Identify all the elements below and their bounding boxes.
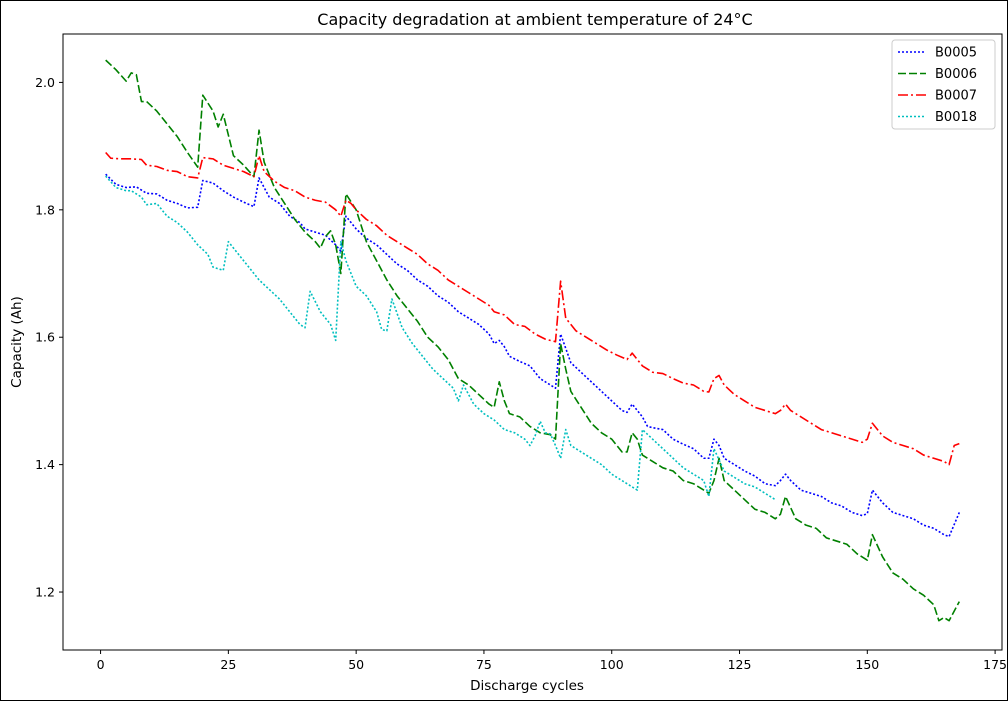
x-tick-label: 100 [600,657,624,672]
x-tick-label: 75 [476,657,492,672]
y-axis-label: Capacity (Ah) [9,296,25,388]
x-tick-label: 25 [220,657,236,672]
legend-label-b0018: B0018 [935,110,977,125]
series-layer [105,59,961,622]
chart-title: Capacity degradation at ambient temperat… [317,10,752,29]
x-tick-label: 125 [728,657,752,672]
y-axis: 1.2 1.4 1.6 1.8 2.0 [35,75,63,600]
x-tick-label: 0 [97,657,105,672]
x-tick-label: 150 [855,657,879,672]
series-line-b0018 [105,175,776,501]
series-line-b0006 [105,59,961,622]
series-line-b0005 [105,173,961,538]
y-tick-label: 1.4 [35,457,55,472]
y-tick-label: 1.6 [35,330,55,345]
x-axis-label: Discharge cycles [470,678,584,694]
y-tick-label: 1.8 [35,202,55,217]
y-tick-label: 2.0 [35,75,55,90]
y-tick-label: 1.2 [35,585,55,600]
legend-label-b0007: B0007 [935,89,977,104]
legend-label-b0005: B0005 [935,46,977,61]
legend-label-b0006: B0006 [935,67,977,82]
series-line-b0007 [105,151,960,466]
x-axis: 0 25 50 75 100 125 150 175 [97,650,1007,672]
x-tick-label: 175 [983,657,1007,672]
plot-border [62,33,1003,651]
plot-area [63,34,1002,650]
legend: B0005 B0006 B0007 B0018 [891,39,996,130]
x-tick-label: 50 [348,657,364,672]
legend-box [891,39,996,130]
